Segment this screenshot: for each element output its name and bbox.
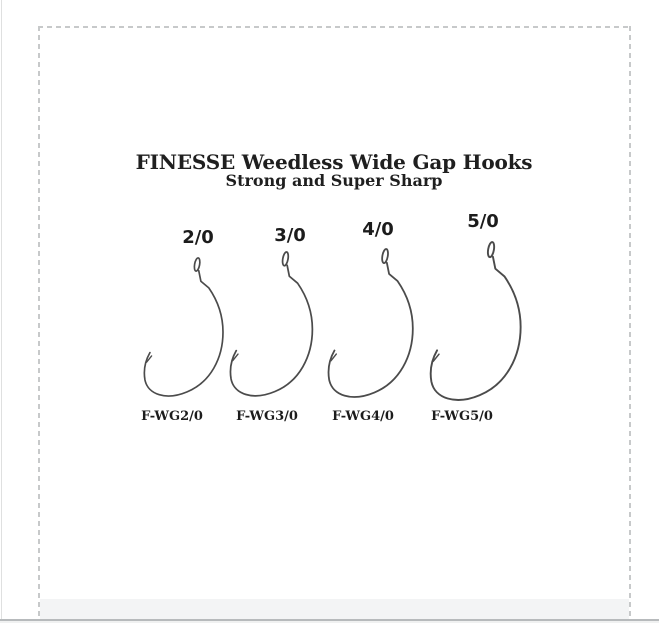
hook-drawing-2-0 xyxy=(143,256,224,397)
hook-model-label-4-0: F-WG4/0 xyxy=(332,409,394,424)
hook-model-label-3-0: F-WG3/0 xyxy=(236,409,298,424)
hook-size-label-5-0: 5/0 xyxy=(467,211,499,232)
hook-drawing-5-0 xyxy=(429,240,522,401)
hook-model-label-2-0: F-WG2/0 xyxy=(141,409,203,424)
hook-size-label-2-0: 2/0 xyxy=(182,227,214,248)
hook-drawing-4-0 xyxy=(327,247,414,398)
hook-drawing-3-0 xyxy=(229,250,314,397)
dashed-border-right xyxy=(629,26,631,623)
next-section-band xyxy=(40,599,629,619)
product-image-block[interactable]: FINESSE Weedless Wide Gap Hooks Strong a… xyxy=(38,26,630,623)
window-bottom-underline xyxy=(0,621,659,623)
hook-size-label-4-0: 4/0 xyxy=(362,219,394,240)
hook-model-label-5-0: F-WG5/0 xyxy=(431,409,493,424)
window-bottom-edge xyxy=(0,619,659,621)
dashed-border-top xyxy=(38,26,631,28)
dashed-border-left xyxy=(38,26,40,623)
product-title: FINESSE Weedless Wide Gap Hooks xyxy=(135,150,533,174)
hooks-illustration xyxy=(143,240,522,401)
page-edge-line xyxy=(1,0,2,623)
hook-size-label-3-0: 3/0 xyxy=(274,225,306,246)
product-subtitle: Strong and Super Sharp xyxy=(225,171,443,190)
